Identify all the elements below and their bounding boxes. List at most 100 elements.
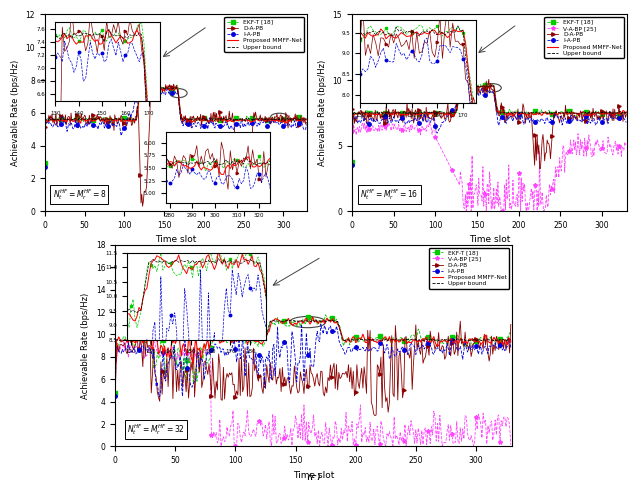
Upper bound <box>111 336 119 342</box>
Y-axis label: Achievable Rate (bps/Hz): Achievable Rate (bps/Hz) <box>11 60 20 166</box>
D-A-PB <box>348 106 356 111</box>
Legend: EKF-T [18], V-A-BP [25], D-A-PB, I-A-PB, Proposed MMFF-Net, Upper bound: EKF-T [18], V-A-BP [25], D-A-PB, I-A-PB,… <box>429 248 509 288</box>
I-A-PB <box>111 393 119 399</box>
Upper bound <box>614 111 622 117</box>
I-A-PB <box>205 115 213 120</box>
Y-axis label: Achievable Rate (bps/Hz): Achievable Rate (bps/Hz) <box>81 292 90 399</box>
Proposed MMFF-Net <box>111 390 119 396</box>
EKF-T [18] <box>111 391 119 396</box>
I-A-PB <box>61 120 69 125</box>
I-A-PB <box>362 348 369 354</box>
D-A-PB <box>206 119 214 124</box>
D-A-PB <box>70 117 78 123</box>
Upper bound <box>507 337 515 343</box>
EKF-T [18] <box>348 159 356 165</box>
Line: EKF-T [18]: EKF-T [18] <box>113 313 513 395</box>
Line: EKF-T [18]: EKF-T [18] <box>43 84 308 165</box>
Upper bound <box>163 84 170 90</box>
Proposed MMFF-Net <box>379 110 387 116</box>
EKF-T [18] <box>360 338 368 344</box>
I-A-PB <box>271 120 278 126</box>
D-A-PB <box>143 333 150 339</box>
Upper bound <box>48 117 56 122</box>
Upper bound <box>156 337 164 343</box>
Proposed MMFF-Net <box>70 119 78 124</box>
V-A-BP [25] <box>348 128 356 133</box>
V-A-BP [25] <box>540 208 548 214</box>
Proposed MMFF-Net <box>356 111 364 117</box>
EKF-T [18] <box>294 117 301 122</box>
Line: I-A-PB: I-A-PB <box>43 87 308 169</box>
V-A-BP [25] <box>157 353 164 359</box>
Upper bound <box>495 338 502 344</box>
I-A-PB <box>303 121 310 127</box>
V-A-BP [25] <box>426 119 433 125</box>
Legend: EKF-T [18], D-A-PB, I-A-PB, Proposed MMFF-Net, Upper bound: EKF-T [18], D-A-PB, I-A-PB, Proposed MMF… <box>225 17 304 52</box>
Proposed MMFF-Net <box>143 338 150 344</box>
Upper bound <box>61 117 69 122</box>
V-A-BP [25] <box>362 425 369 431</box>
I-A-PB <box>356 118 364 124</box>
EKF-T [18] <box>143 340 150 346</box>
Proposed MMFF-Net <box>48 117 56 123</box>
D-A-PB <box>458 75 465 81</box>
Proposed MMFF-Net <box>589 111 597 117</box>
I-A-PB <box>495 342 502 348</box>
V-A-BP [25] <box>614 151 622 157</box>
Proposed MMFF-Net <box>370 111 378 117</box>
Upper bound <box>522 110 529 116</box>
Proposed MMFF-Net <box>463 83 471 88</box>
D-A-PB <box>614 115 622 120</box>
Proposed MMFF-Net <box>459 339 467 345</box>
Proposed MMFF-Net <box>348 161 356 167</box>
D-A-PB <box>536 166 543 172</box>
D-A-PB <box>150 78 157 84</box>
Upper bound <box>41 115 49 121</box>
EKF-T [18] <box>379 110 387 116</box>
Line: D-A-PB: D-A-PB <box>113 320 513 418</box>
EKF-T [18] <box>205 119 213 125</box>
I-A-PB <box>460 348 468 354</box>
EKF-T [18] <box>322 312 330 318</box>
Upper bound <box>241 118 249 124</box>
EKF-T [18] <box>493 334 501 340</box>
Y-axis label: Achievable Rate (bps/Hz): Achievable Rate (bps/Hz) <box>318 60 327 166</box>
V-A-BP [25] <box>356 124 364 130</box>
Line: I-A-PB: I-A-PB <box>113 323 513 398</box>
D-A-PB <box>122 348 130 354</box>
Proposed MMFF-Net <box>303 117 310 123</box>
I-A-PB <box>157 386 164 392</box>
I-A-PB <box>478 85 486 91</box>
Upper bound <box>488 82 496 87</box>
I-A-PB <box>521 118 529 124</box>
I-A-PB <box>507 345 515 351</box>
I-A-PB <box>122 346 130 352</box>
V-A-BP [25] <box>460 436 468 442</box>
Proposed MMFF-Net <box>205 118 213 123</box>
D-A-PB <box>48 111 56 117</box>
I-A-PB <box>370 116 378 121</box>
I-A-PB <box>379 117 387 122</box>
V-A-BP [25] <box>268 444 275 449</box>
Text: (c): (c) <box>306 473 321 480</box>
Proposed MMFF-Net <box>271 118 278 124</box>
EKF-T [18] <box>122 336 130 342</box>
V-A-BP [25] <box>111 346 119 352</box>
X-axis label: Time slot: Time slot <box>469 236 510 244</box>
EKF-T [18] <box>476 81 483 87</box>
Proposed MMFF-Net <box>61 118 69 124</box>
V-A-BP [25] <box>495 412 502 418</box>
Upper bound <box>348 110 356 116</box>
I-A-PB <box>156 394 164 400</box>
Proposed MMFF-Net <box>41 163 49 168</box>
V-A-BP [25] <box>379 123 387 129</box>
Proposed MMFF-Net <box>122 337 130 343</box>
Upper bound <box>308 317 316 323</box>
Line: V-A-BP [25]: V-A-BP [25] <box>350 120 628 213</box>
Upper bound <box>70 116 78 122</box>
EKF-T [18] <box>459 343 467 349</box>
I-A-PB <box>317 321 324 327</box>
I-A-PB <box>138 86 146 92</box>
Proposed MMFF-Net <box>139 83 147 89</box>
D-A-PB <box>294 115 302 121</box>
